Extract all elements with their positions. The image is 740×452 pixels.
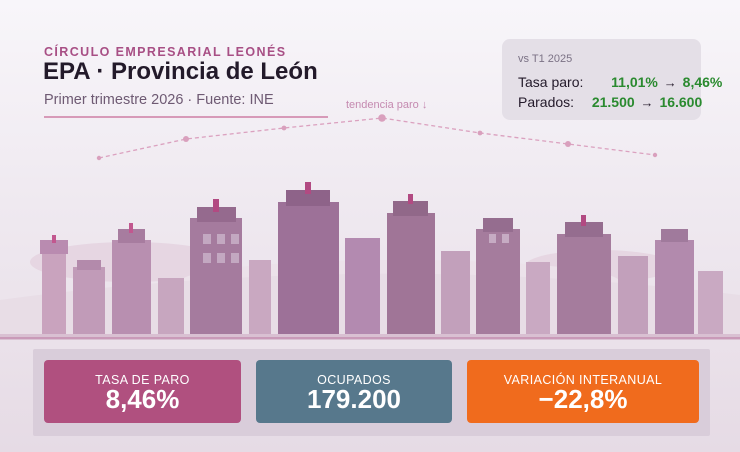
- building: [557, 215, 611, 338]
- arrow-icon: →: [663, 75, 677, 90]
- kpi-label: VARIACIÓN INTERANUAL: [503, 373, 663, 387]
- building: [73, 260, 105, 338]
- kpi-label: TASA DE PARO: [95, 373, 190, 387]
- comparison-label: Parados:: [518, 94, 575, 110]
- kpi-card-yoy-change: VARIACIÓN INTERANUAL −22,8%: [467, 360, 699, 423]
- building: [249, 260, 271, 338]
- trend-point: [183, 136, 189, 142]
- comparison-box: vs T1 2025 Tasa paro: 11,01% → 8,46% Par…: [502, 39, 722, 120]
- building: [526, 262, 550, 338]
- comparison-heading: vs T1 2025: [518, 53, 573, 65]
- building: [190, 199, 242, 338]
- kpi-value: −22,8%: [538, 384, 628, 414]
- building: [655, 229, 694, 338]
- kpi-card-employed: OCUPADOS 179.200: [256, 360, 452, 423]
- building: [40, 235, 68, 338]
- kicker: CÍRCULO EMPRESARIAL LEONÉS: [44, 45, 287, 59]
- subtitle: Primer trimestre 2026 · Fuente: INE: [44, 92, 274, 108]
- building: [278, 182, 339, 338]
- building: [618, 256, 648, 338]
- comparison-row-rate: Tasa paro: 11,01% → 8,46%: [518, 74, 722, 90]
- title-divider: [44, 116, 328, 118]
- trend-point: [96, 155, 102, 161]
- kpi-value: 8,46%: [105, 384, 180, 414]
- comparison-label: Tasa paro:: [518, 74, 584, 90]
- kpi-label: OCUPADOS: [317, 373, 391, 387]
- building: [112, 223, 151, 338]
- trend-line: [98, 117, 656, 159]
- comparison-row-unemployed: Parados: 21.500 → 16.600: [518, 94, 702, 110]
- comparison-from: 21.500: [591, 94, 635, 110]
- trend-point: [477, 130, 483, 136]
- comparison-from: 11,01%: [611, 74, 658, 90]
- building: [698, 271, 723, 338]
- page-title: EPA · Provincia de León: [43, 58, 318, 85]
- kpi-card-unemployment-rate: TASA DE PARO 8,46%: [44, 360, 241, 423]
- street-line: [0, 337, 740, 339]
- arrow-icon: →: [640, 95, 654, 110]
- comparison-to: 8,46%: [682, 74, 723, 90]
- trend-label: tendencia paro ↓: [346, 99, 428, 111]
- comparison-to: 16.600: [659, 94, 703, 110]
- trend-point: [652, 152, 658, 158]
- building: [476, 218, 520, 338]
- kpi-value: 179.200: [307, 384, 401, 414]
- trend-point: [281, 125, 287, 131]
- building: [387, 194, 435, 338]
- trend-point: [378, 114, 386, 122]
- building: [345, 238, 380, 338]
- building: [441, 251, 470, 338]
- building: [158, 278, 184, 338]
- trend-point: [565, 141, 571, 147]
